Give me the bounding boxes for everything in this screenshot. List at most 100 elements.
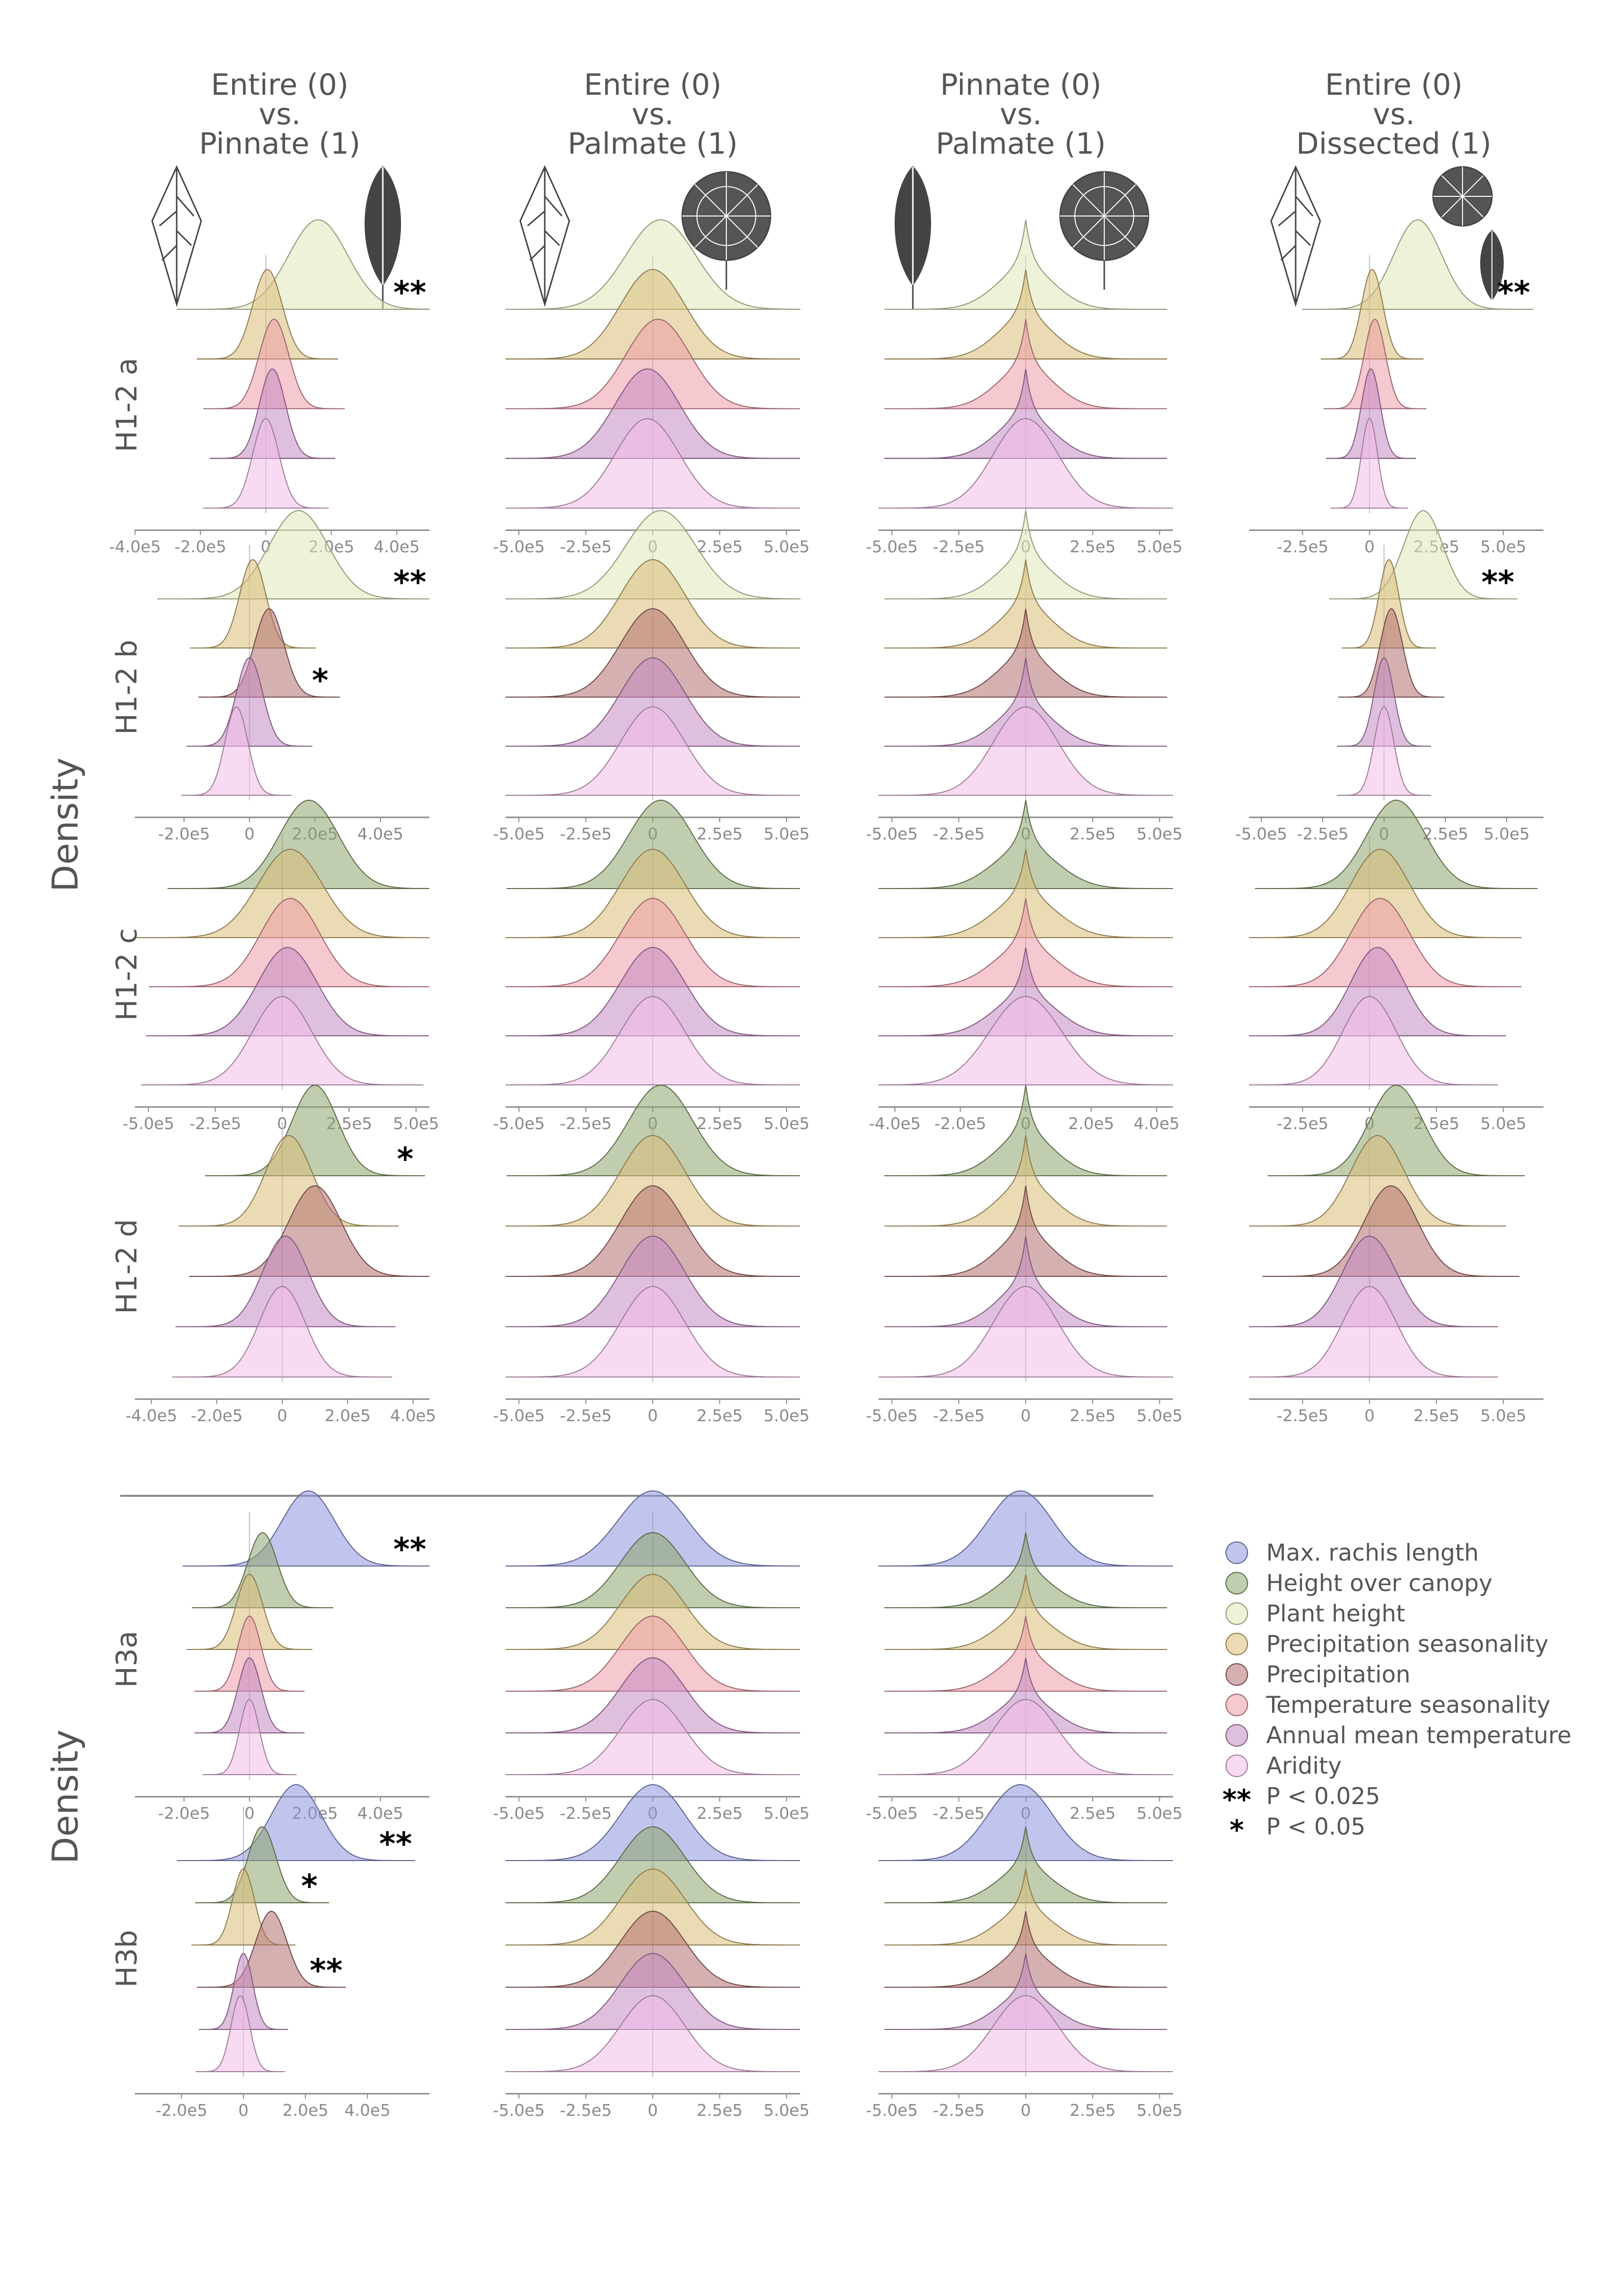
density-ridge — [878, 1995, 1173, 2072]
x-tick-label: -2.5e5 — [1277, 1406, 1329, 1425]
legend-swatch — [1225, 1663, 1248, 1686]
legend-label: Aridity — [1266, 1753, 1342, 1780]
x-tick-label: 5.0e5 — [764, 1804, 810, 1823]
x-tick-label: 4.0e5 — [1134, 1114, 1180, 1133]
x-tick-label: 2.5e5 — [1069, 2101, 1116, 2120]
x-tick-label: -2.5e5 — [1277, 1114, 1329, 1133]
legend-label: Height over canopy — [1266, 1570, 1492, 1597]
density-ridge — [1337, 657, 1431, 747]
x-tick-label: 5.0e5 — [1484, 824, 1530, 843]
x-tick-label: -2.5e5 — [933, 537, 985, 556]
x-tick-label: -5.0e5 — [866, 824, 918, 843]
significance-marker: ** — [1482, 565, 1515, 601]
row-label: H3a — [110, 1631, 143, 1688]
x-tick-label: -2.5e5 — [560, 537, 612, 556]
x-tick-label: -5.0e5 — [493, 1804, 545, 1823]
x-tick-label: -2.0e5 — [191, 1406, 243, 1425]
density-ridge — [186, 1573, 313, 1650]
x-tick-label: -2.5e5 — [1297, 824, 1349, 843]
density-ridge — [195, 1995, 285, 2072]
density-axis-label-top: Density — [45, 757, 86, 892]
significance-marker: ** — [394, 565, 426, 601]
density-ridge — [878, 800, 1173, 889]
x-tick-label: 0 — [244, 1804, 255, 1823]
column-title-1-line-2: vs. — [259, 97, 301, 132]
density-ridge — [1249, 946, 1506, 1036]
density-ridge — [884, 1135, 1167, 1227]
density-ridge — [506, 1185, 800, 1277]
density-ridge — [506, 559, 800, 648]
entire-leaf-icon — [1270, 165, 1321, 307]
legend-swatch — [1225, 1541, 1248, 1564]
x-tick-label: -2.5e5 — [933, 2101, 985, 2120]
legend: Max. rachis length Height over canopy Plan… — [1223, 1540, 1571, 1846]
density-ridge — [884, 657, 1167, 747]
x-tick-label: 0 — [244, 824, 255, 843]
density-ridge — [878, 1286, 1173, 1378]
density-ridge — [1342, 559, 1436, 648]
density-ridge — [506, 1235, 800, 1327]
density-ridge — [194, 1615, 305, 1692]
x-tick-label: 4.0e5 — [357, 824, 403, 843]
density-ridge — [878, 996, 1173, 1085]
density-ridge — [149, 897, 429, 987]
density-panel: ** -5.0e5 -2.5e5 0 2.5e5 5.0e5 — [1235, 510, 1543, 843]
x-tick-label: -5.0e5 — [866, 1804, 918, 1823]
density-ridge — [884, 1085, 1167, 1176]
legend-swatch — [1225, 1602, 1248, 1625]
density-ridge — [1262, 1185, 1519, 1277]
legend-label: Plant height — [1266, 1600, 1405, 1627]
legend-label: P < 0.025 — [1266, 1783, 1380, 1810]
x-tick-label: 2.0e5 — [324, 1406, 371, 1425]
density-ridge — [506, 848, 800, 938]
density-ridge — [1329, 510, 1517, 599]
density-ridge — [157, 510, 429, 599]
density-ridge — [141, 996, 424, 1085]
density-ridge — [177, 1784, 415, 1861]
column-title-2-line-3: Palmate (1) — [568, 127, 738, 161]
row-label: H1-2 c — [110, 928, 143, 1021]
density-ridge — [194, 1657, 305, 1733]
density-ridge — [177, 219, 430, 310]
legend-swatch — [1225, 1572, 1248, 1594]
significance-marker: ** — [310, 1953, 343, 1989]
x-tick-label: 2.5e5 — [1069, 537, 1116, 556]
density-ridge — [878, 947, 1173, 1036]
density-ridge — [189, 1185, 429, 1277]
x-tick-label: 5.0e5 — [393, 1114, 439, 1133]
density-ridge — [186, 657, 313, 747]
x-tick-label: -5.0e5 — [122, 1114, 174, 1133]
density-ridge — [181, 706, 292, 796]
x-tick-label: -2.0e5 — [158, 1804, 210, 1823]
density-ridge — [1249, 848, 1522, 938]
significance-marker: * — [397, 1141, 413, 1178]
x-tick-label: 5.0e5 — [764, 2101, 810, 2120]
x-tick-label: 0 — [648, 1406, 658, 1425]
density-ridge — [506, 1286, 800, 1378]
x-tick-label: 2.0e5 — [282, 2101, 328, 2120]
x-tick-label: -2.5e5 — [933, 824, 985, 843]
density-ridge — [136, 848, 429, 938]
column-title-1-line-3: Pinnate (1) — [199, 127, 361, 161]
x-tick-label: -4.0e5 — [125, 1406, 177, 1425]
x-tick-label: -5.0e5 — [493, 2101, 545, 2120]
x-tick-label: -2.5e5 — [560, 2101, 612, 2120]
density-ridge — [506, 1490, 800, 1567]
x-tick-label: 4.0e5 — [345, 2101, 391, 2120]
density-ridge — [183, 1490, 429, 1567]
legend-label: Precipitation seasonality — [1266, 1631, 1548, 1658]
density-ridge — [195, 1826, 329, 1903]
row-label: H3b — [110, 1930, 143, 1987]
density-ridge — [884, 510, 1167, 599]
x-tick-label: 5.0e5 — [1137, 1406, 1183, 1425]
column-title-3-line-1: Pinnate (0) — [940, 68, 1102, 102]
density-ridge — [506, 1134, 800, 1227]
legend-label: Max. rachis length — [1266, 1540, 1479, 1567]
